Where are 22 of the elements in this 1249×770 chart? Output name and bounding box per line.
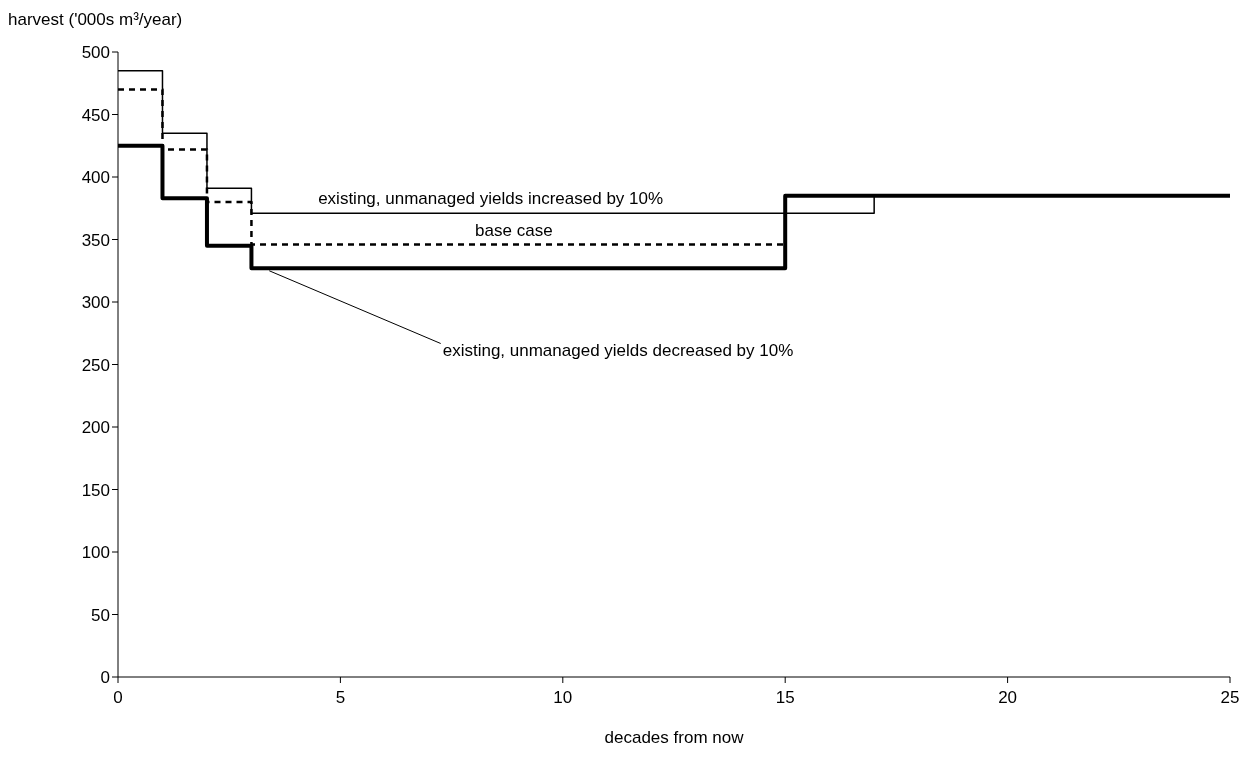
y-tick-label: 400 bbox=[81, 168, 110, 188]
y-tick-label: 350 bbox=[81, 230, 110, 250]
x-tick-label: 0 bbox=[113, 688, 123, 708]
x-tick-label: 15 bbox=[775, 688, 795, 708]
x-tick-label: 25 bbox=[1220, 688, 1240, 708]
x-tick-label: 20 bbox=[998, 688, 1018, 708]
y-tick-label: 0 bbox=[100, 668, 110, 688]
y-tick-label: 300 bbox=[81, 293, 110, 313]
series-label: base case bbox=[475, 220, 553, 240]
text: existing, unmanaged yields decreased by 10% bbox=[442, 340, 794, 360]
y-tick-label: 200 bbox=[81, 418, 110, 438]
x-axis-title: decades from now bbox=[604, 728, 745, 747]
y-tick-label: 150 bbox=[81, 480, 110, 500]
y-tick-label: 250 bbox=[81, 355, 110, 375]
x-tick-label: 10 bbox=[553, 688, 573, 708]
series-label: existing, unmanaged yields increased by 10% bbox=[318, 189, 664, 209]
y-tick-label: 50 bbox=[91, 605, 110, 625]
y-tick-label: 450 bbox=[81, 105, 110, 125]
y-axis-title: harvest ('000s m³/year) bbox=[8, 10, 183, 30]
x-tick-label: 5 bbox=[335, 688, 346, 708]
y-tick-label: 100 bbox=[81, 543, 110, 563]
y-tick-label: 500 bbox=[81, 43, 110, 63]
